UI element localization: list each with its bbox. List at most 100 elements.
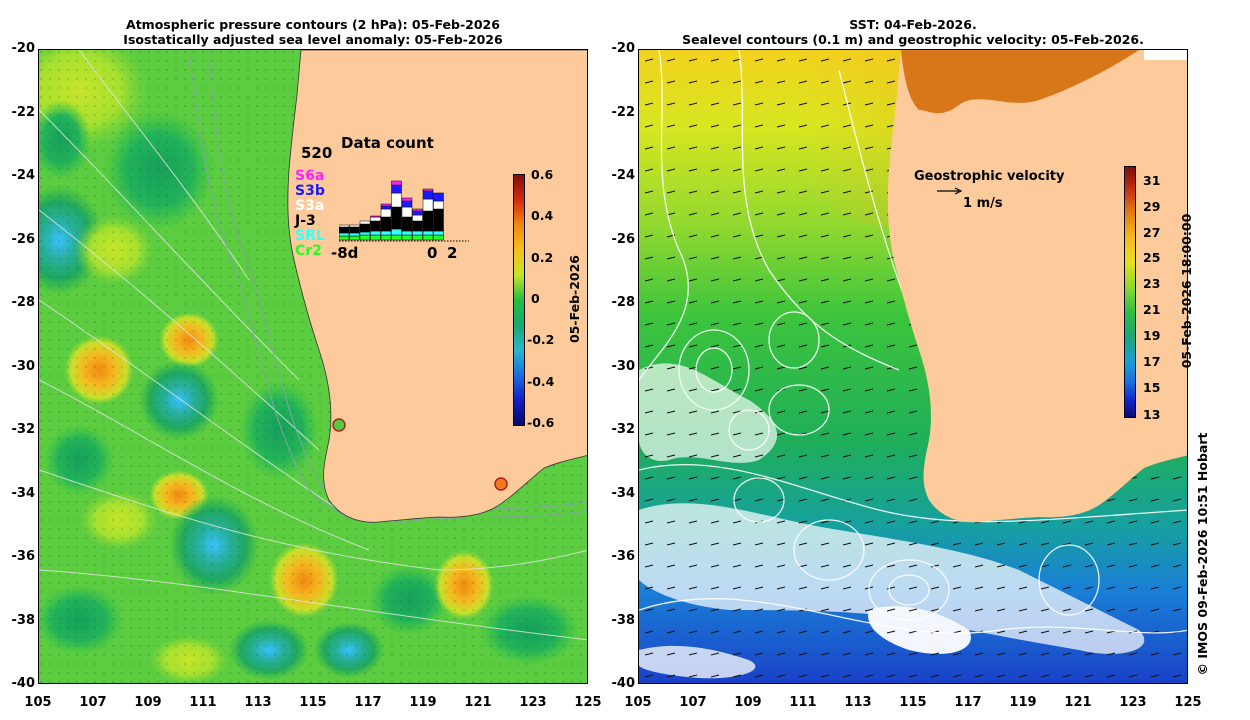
left-cb-tick-1: 0.4 xyxy=(531,208,554,223)
sea-level-anomaly-field xyxy=(39,50,587,683)
histogram-bar xyxy=(339,232,350,237)
right-title: SST: 04-Feb-2026. Sealevel contours (0.1… xyxy=(638,17,1188,47)
land-australia xyxy=(287,50,587,523)
data-count-x-start: -8d xyxy=(331,244,359,262)
velocity-scale: 1 m/s xyxy=(963,196,1003,211)
right-title-line2: Sealevel contours (0.1 m) and geostrophi… xyxy=(682,32,1144,47)
histogram-bar xyxy=(380,205,392,210)
histogram-bar xyxy=(391,192,402,208)
histogram-bar xyxy=(412,220,423,232)
histogram-bar xyxy=(422,188,434,192)
sea-level-contours xyxy=(639,50,1187,634)
legend-item-srl: SRL xyxy=(295,228,325,244)
histogram-bar xyxy=(401,216,413,232)
left-lon-tick: 113 xyxy=(244,695,272,710)
right-cb-tick-9: 13 xyxy=(1143,407,1161,422)
histogram-bar xyxy=(370,220,381,232)
right-lat-tick: -30 xyxy=(611,358,636,374)
histogram-bar xyxy=(370,215,381,218)
histogram-bar xyxy=(433,200,444,210)
right-colorbar xyxy=(1124,166,1136,418)
right-lon-tick: 109 xyxy=(734,695,762,710)
left-map[interactable]: 520 Data count S6a S3b S3a J-3 SRL Cr2 -8d 0 … xyxy=(38,49,588,684)
right-lon-tick: 121 xyxy=(1064,695,1092,710)
histogram-bar xyxy=(422,210,434,232)
right-lon-tick: 113 xyxy=(844,695,872,710)
right-lat-tick: -24 xyxy=(611,168,636,183)
left-lon-tick: 125 xyxy=(574,695,602,710)
histogram-bar xyxy=(412,210,423,216)
legend-item-s6a: S6a xyxy=(295,168,325,184)
left-lat-tick: -20 xyxy=(11,41,36,56)
data-count-title: Data count xyxy=(341,134,434,152)
data-count-x-zero: 0 xyxy=(427,244,438,262)
right-lat-tick: -22 xyxy=(611,104,636,120)
right-lat-tick: -40 xyxy=(611,676,636,691)
histogram-bar xyxy=(349,224,360,228)
right-cb-tick-3: 25 xyxy=(1143,250,1161,265)
left-lat-tick: -30 xyxy=(11,358,36,374)
left-title-line1: Atmospheric pressure contours (2 hPa): 0… xyxy=(126,17,500,32)
histogram-bar xyxy=(422,230,434,236)
histogram-bar xyxy=(380,234,392,241)
left-title: Atmospheric pressure contours (2 hPa): 0… xyxy=(38,17,588,47)
left-lat-tick: -28 xyxy=(11,295,36,310)
left-lon-tick: 121 xyxy=(464,695,492,710)
right-title-line1: SST: 04-Feb-2026. xyxy=(849,17,977,32)
left-cb-tick-4: -0.2 xyxy=(527,332,555,347)
histogram-bar xyxy=(412,234,423,241)
histogram-bar xyxy=(349,232,360,237)
histogram-bar xyxy=(422,198,434,212)
histogram-bar xyxy=(349,226,360,234)
right-cb-tick-2: 27 xyxy=(1143,225,1161,240)
data-count-x-end: 2 xyxy=(447,244,458,262)
left-lat-tick: -26 xyxy=(11,231,36,247)
velocity-label: Geostrophic velocity xyxy=(914,169,1065,184)
histogram-bar xyxy=(391,234,402,241)
tide-gauge-marker[interactable] xyxy=(332,418,346,432)
left-cb-tick-3: 0 xyxy=(531,291,540,306)
histogram-bar xyxy=(412,230,423,236)
legend-item-cr2: Cr2 xyxy=(295,243,322,259)
left-cb-label: 05-Feb-2026 xyxy=(567,254,582,344)
histogram-bar xyxy=(339,235,350,241)
histogram-bar xyxy=(380,230,392,236)
right-lat-tick: -28 xyxy=(611,295,636,310)
histogram-bar xyxy=(433,208,444,232)
data-count-legend: S6a S3b S3a J-3 SRL Cr2 xyxy=(295,169,335,259)
histogram-bar xyxy=(433,230,444,236)
histogram-bar xyxy=(359,231,371,236)
histogram-bar xyxy=(339,224,350,228)
left-lat-tick: -34 xyxy=(11,485,36,501)
right-lat-tick: -34 xyxy=(611,485,636,501)
land-australia xyxy=(887,50,1187,523)
right-cb-tick-0: 31 xyxy=(1143,173,1161,188)
sst-field xyxy=(639,50,1187,683)
histogram-bar xyxy=(422,190,434,200)
histogram-bar xyxy=(422,234,434,241)
histogram-bar xyxy=(380,208,392,218)
left-lon-tick: 107 xyxy=(79,695,107,710)
histogram-bar xyxy=(401,206,413,218)
tide-gauge-marker[interactable] xyxy=(494,477,508,491)
histogram-bar xyxy=(412,214,423,222)
right-lat-tick: -32 xyxy=(611,422,636,437)
histogram-bar xyxy=(370,230,381,236)
histogram-bar xyxy=(339,226,350,234)
histogram-bar xyxy=(359,223,371,233)
left-title-line2: Isostatically adjusted sea level anomaly… xyxy=(123,32,503,47)
right-cb-tick-4: 23 xyxy=(1143,276,1161,291)
histogram-bar xyxy=(349,235,360,241)
left-lon-tick: 109 xyxy=(134,695,162,710)
right-lon-tick: 123 xyxy=(1119,695,1147,710)
histogram-bar xyxy=(380,216,392,232)
legend-item-s3a: S3a xyxy=(295,198,325,214)
left-lon-tick: 111 xyxy=(189,695,217,710)
right-lon-tick: 105 xyxy=(624,695,652,710)
left-lat-tick: -36 xyxy=(11,549,36,564)
left-colorbar xyxy=(513,174,525,426)
right-map[interactable]: Geostrophic velocity 1 m/s xyxy=(638,49,1188,684)
left-cb-tick-2: 0.2 xyxy=(531,250,554,265)
data-count-inset: 520 Data count S6a S3b S3a J-3 SRL Cr2 -8d 0 … xyxy=(295,134,481,265)
histogram-bar xyxy=(433,192,444,202)
